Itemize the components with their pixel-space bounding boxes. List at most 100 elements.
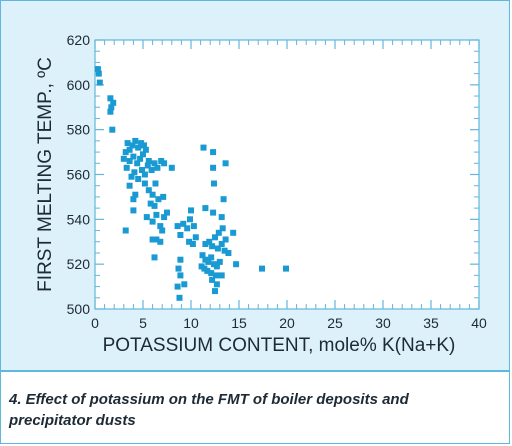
- data-point: [151, 254, 158, 261]
- data-point: [218, 241, 225, 247]
- data-point: [184, 225, 191, 232]
- data-point: [212, 234, 218, 241]
- y-tick-label: 580: [67, 122, 91, 138]
- data-point: [107, 95, 114, 102]
- x-tick-label: 35: [423, 315, 439, 331]
- figure-caption: 4. Effect of potassium on the FMT of boi…: [9, 391, 409, 429]
- y-tick-label: 540: [67, 211, 91, 227]
- data-point: [132, 137, 139, 144]
- data-point: [126, 158, 133, 164]
- data-point: [155, 196, 162, 203]
- data-point: [205, 258, 212, 265]
- data-point: [208, 254, 215, 261]
- data-point: [129, 142, 136, 149]
- data-point: [110, 99, 117, 106]
- data-point: [210, 164, 217, 171]
- data-point: [186, 238, 193, 245]
- y-axis-title: FIRST MELTING TEMP., ºC: [35, 57, 56, 292]
- data-point: [161, 160, 168, 167]
- data-point: [177, 232, 184, 238]
- data-point: [140, 151, 146, 158]
- data-point: [137, 155, 144, 162]
- data-point: [192, 234, 199, 241]
- data-point: [175, 265, 182, 272]
- data-point: [130, 207, 137, 214]
- data-point: [177, 256, 184, 263]
- data-point: [222, 236, 229, 243]
- data-point: [209, 276, 216, 283]
- data-point: [216, 258, 223, 265]
- y-tick-label: 520: [67, 256, 91, 272]
- data-point: [174, 283, 181, 290]
- data-point: [190, 223, 197, 230]
- data-point: [221, 247, 228, 254]
- data-point: [164, 209, 170, 216]
- data-point: [208, 270, 215, 277]
- data-point: [168, 164, 175, 171]
- plot-area: [94, 39, 480, 310]
- y-tick-label: 600: [67, 77, 91, 93]
- data-point: [126, 182, 133, 189]
- data-point: [132, 191, 139, 198]
- data-point: [134, 160, 141, 167]
- data-point: [153, 236, 160, 243]
- data-point: [139, 167, 145, 173]
- data-point: [204, 267, 211, 274]
- y-tick-label: 560: [67, 167, 91, 183]
- data-point: [149, 191, 156, 198]
- data-point: [154, 164, 161, 171]
- data-point: [161, 214, 168, 221]
- data-point: [151, 202, 158, 209]
- x-tick-label: 0: [91, 315, 99, 331]
- data-point: [200, 144, 207, 151]
- data-point: [189, 241, 196, 247]
- x-tick-label: 30: [375, 315, 391, 331]
- data-point: [151, 160, 158, 167]
- data-point: [149, 236, 156, 243]
- x-tick-label: 40: [471, 315, 487, 331]
- data-point: [259, 265, 265, 272]
- data-point: [95, 70, 102, 77]
- data-point: [220, 196, 227, 203]
- data-point: [124, 140, 131, 147]
- data-point: [145, 158, 152, 164]
- data-point: [141, 171, 148, 178]
- data-point: [94, 66, 101, 73]
- caption-divider: [1, 370, 509, 372]
- data-point: [219, 225, 226, 232]
- data-point: [145, 187, 152, 194]
- data-point: [122, 149, 129, 156]
- data-point: [109, 126, 116, 133]
- data-point: [142, 146, 149, 153]
- x-tick-label: 25: [327, 315, 343, 331]
- data-point: [130, 153, 137, 160]
- data-point: [188, 207, 194, 214]
- data-point: [157, 238, 164, 245]
- data-point: [174, 223, 181, 230]
- x-tick-label: 5: [139, 315, 147, 331]
- data-point: [157, 223, 164, 230]
- data-point: [135, 176, 142, 182]
- y-tick-label: 500: [67, 301, 91, 317]
- data-point: [180, 220, 187, 227]
- data-point: [210, 209, 217, 216]
- data-point: [152, 180, 159, 187]
- data-point: [177, 272, 184, 279]
- data-point: [230, 229, 237, 236]
- data-point: [218, 214, 225, 221]
- data-point: [187, 216, 193, 223]
- data-point: [144, 162, 151, 169]
- data-point: [222, 160, 229, 167]
- data-point: [181, 281, 188, 288]
- data-point: [160, 193, 167, 200]
- data-point: [215, 229, 222, 236]
- data-point: [213, 272, 219, 279]
- data-point: [214, 245, 221, 252]
- scatter-chart: 0 5 10 15 20 25 30 35 40 500 520 540 560 580 600 620 POT…: [35, 32, 487, 356]
- data-point: [130, 196, 137, 203]
- x-tick-label: 10: [183, 315, 199, 331]
- data-point: [202, 205, 209, 212]
- data-point: [128, 173, 135, 180]
- data-point: [135, 144, 142, 151]
